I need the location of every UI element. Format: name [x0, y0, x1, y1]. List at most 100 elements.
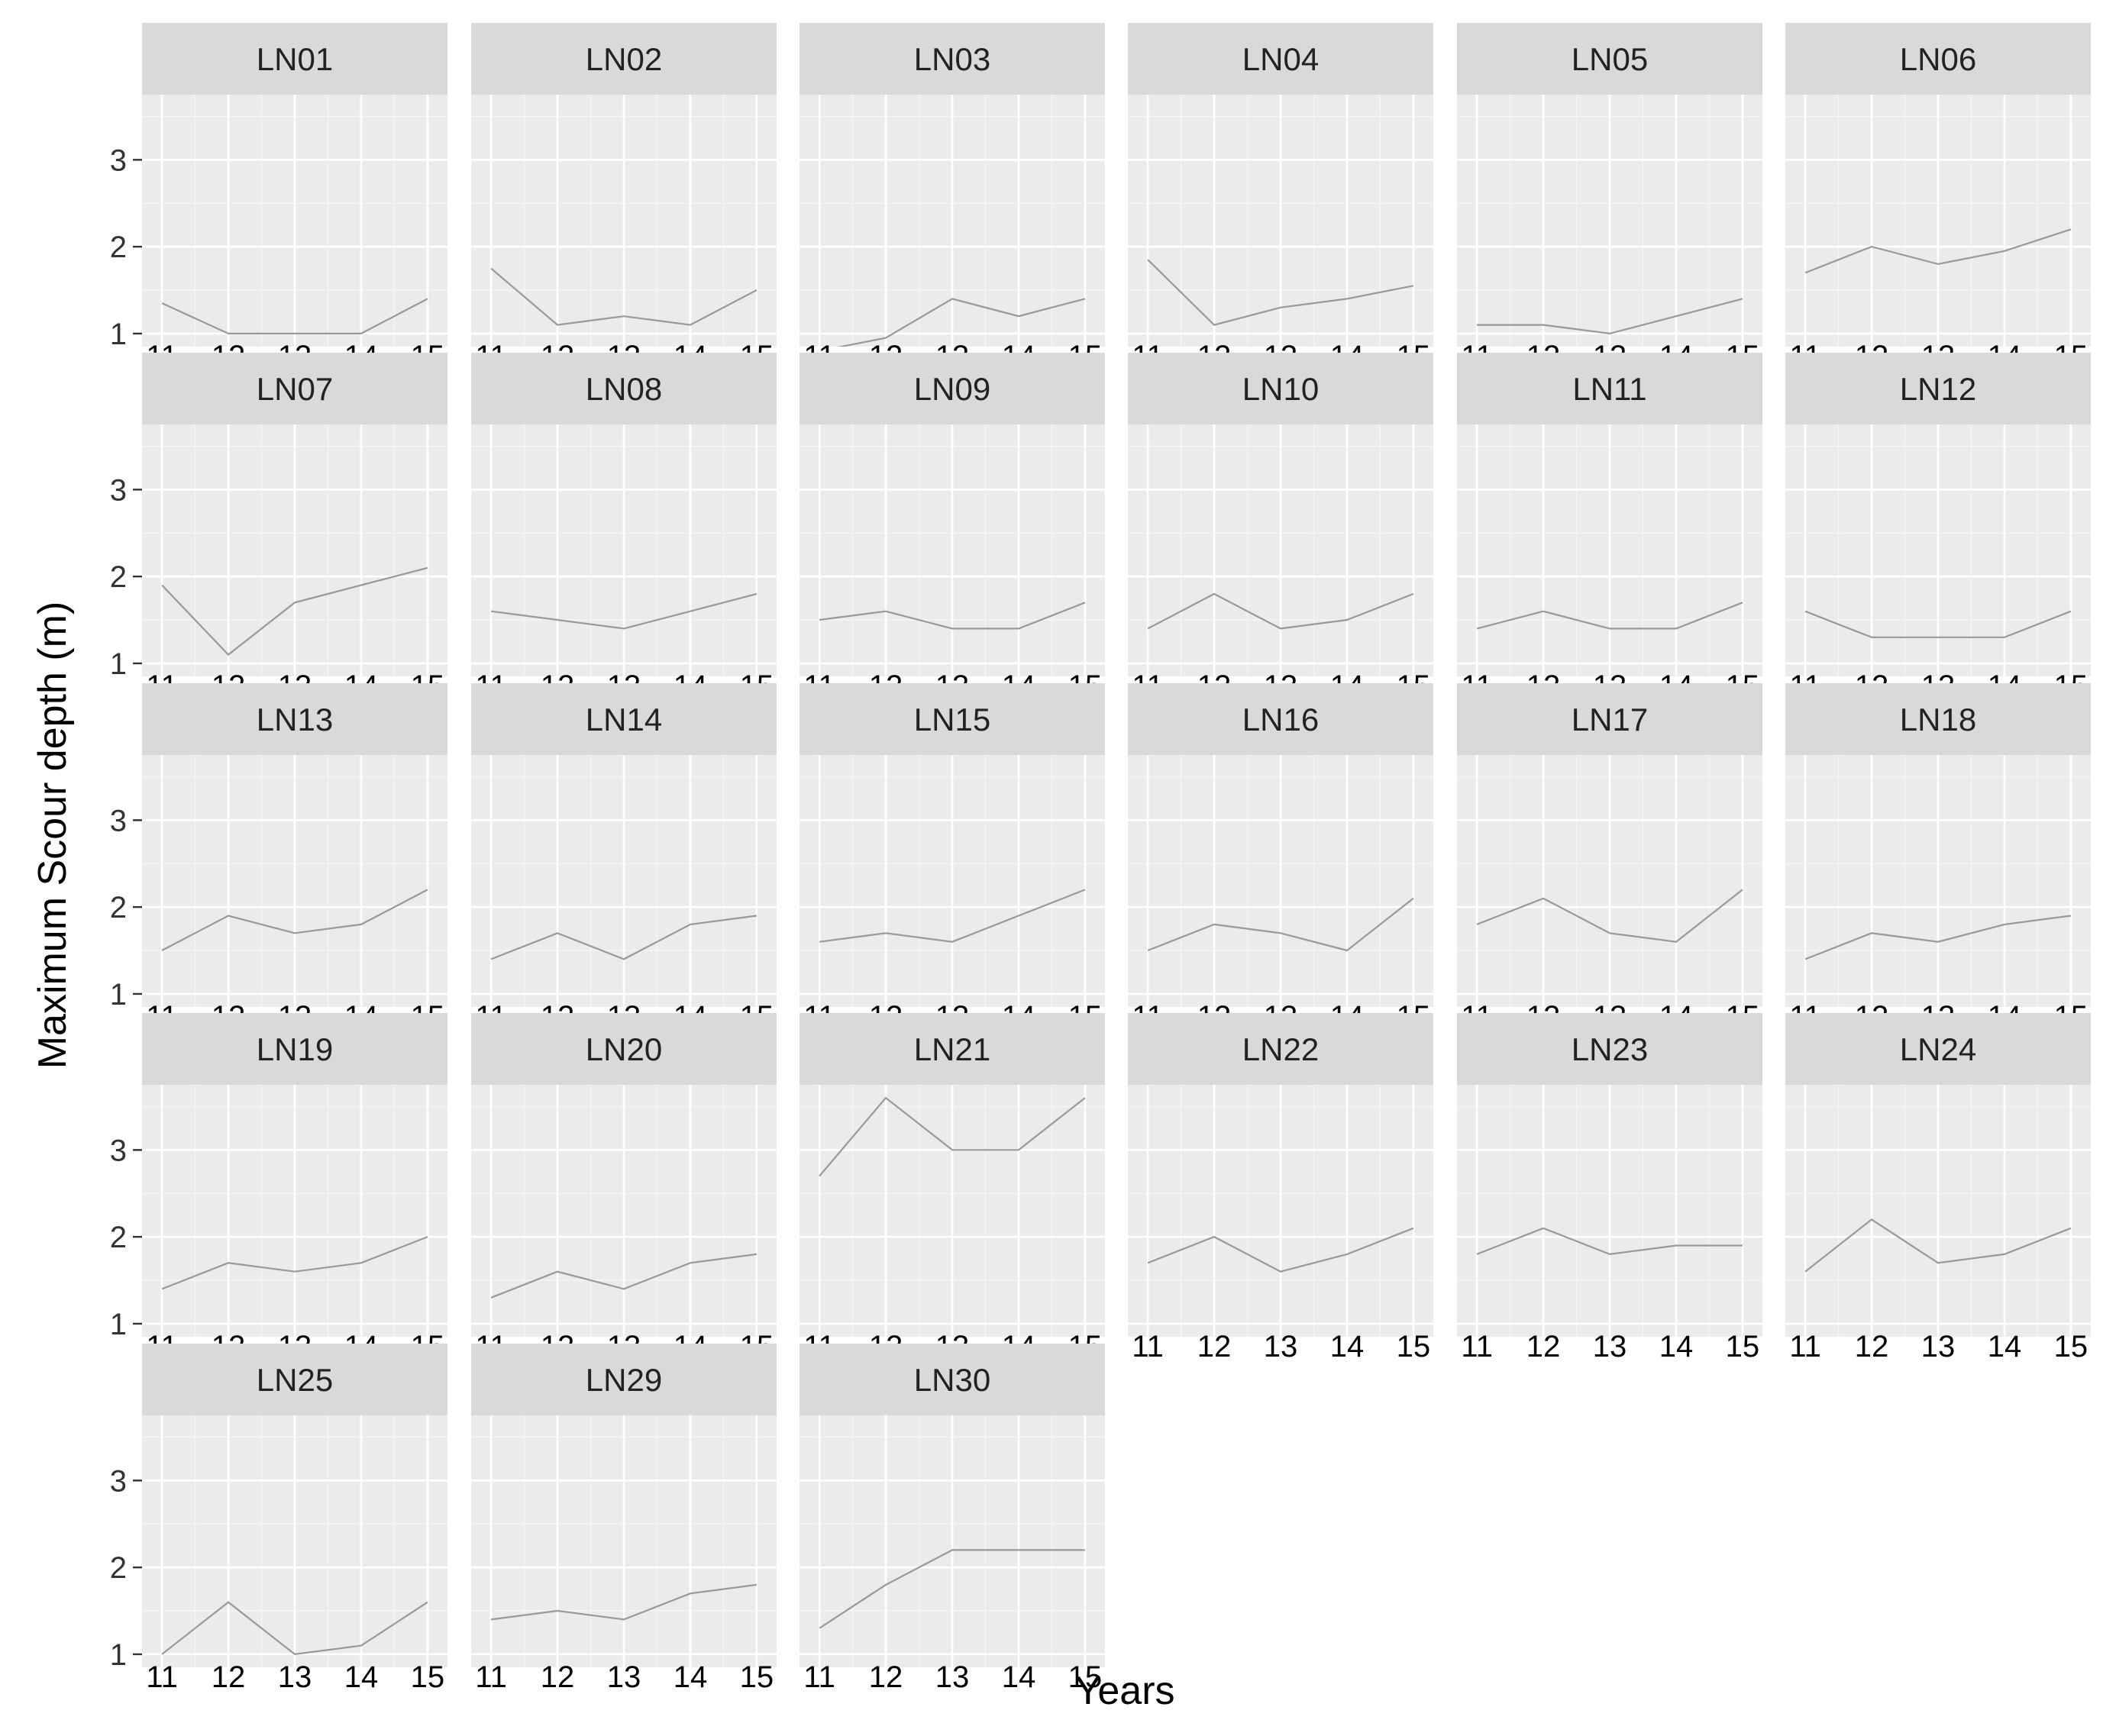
facet-strip-label: LN01	[257, 41, 333, 77]
facet-panel: LN041112131415	[1128, 23, 1433, 373]
facet-strip-label: LN12	[1900, 371, 1976, 407]
facet-panel: LN181112131415	[1785, 683, 2091, 1034]
series-line	[837, 298, 1086, 347]
facet-panel: LN081112131415	[471, 353, 777, 703]
facet-strip-label: LN17	[1572, 702, 1648, 737]
facet-strip	[1128, 353, 1433, 424]
facet-strip	[1457, 23, 1762, 95]
facet-strip	[800, 1013, 1105, 1085]
facet-strip-label: LN30	[914, 1362, 990, 1398]
facet-strip	[142, 23, 447, 95]
x-tick-label: 13	[935, 1660, 970, 1694]
series-line	[161, 1601, 428, 1656]
facet-strip	[1785, 1013, 2091, 1085]
x-tick-label: 12	[1197, 1330, 1232, 1363]
x-tick-label: 14	[1002, 1660, 1036, 1694]
y-tick-label: 2	[110, 560, 127, 594]
x-tick-label: 15	[1726, 1330, 1760, 1363]
series-line	[1477, 298, 1743, 335]
series-line	[1476, 889, 1743, 943]
facet-panel: LN121112131415	[1785, 353, 2091, 703]
facet-strip	[471, 1344, 777, 1415]
x-tick-label: 15	[1397, 1330, 1431, 1363]
facet-panel: LN24 11 12 13 14 15	[1785, 1013, 2091, 1363]
x-tick-label: 13	[1921, 1330, 1956, 1363]
facet-strip	[471, 683, 777, 755]
series-line	[819, 889, 1086, 943]
series-line	[161, 1236, 428, 1290]
facet-strip	[1785, 23, 2091, 95]
x-tick-label: 14	[1330, 1330, 1365, 1363]
facet-strip-label: LN05	[1572, 41, 1648, 77]
facet-panel: LN061112131415	[1785, 23, 2091, 373]
series-line	[819, 602, 1086, 630]
y-tick-label: 3	[110, 1134, 127, 1167]
x-tick-label: 12	[1526, 1330, 1561, 1363]
x-tick-label: 11	[1789, 1330, 1821, 1363]
x-tick-label: 12	[1855, 1330, 1889, 1363]
facet-panel: LN091112131415	[800, 353, 1105, 703]
facet-strip-label: LN22	[1242, 1031, 1319, 1067]
facet-strip	[1785, 683, 2091, 755]
series-line	[819, 1549, 1085, 1629]
facet-panel: LN141112131415	[471, 683, 777, 1034]
facet-strip	[1457, 1013, 1762, 1085]
facet-panel: LN131112131415123	[110, 683, 447, 1034]
x-tick-label: 15	[740, 1660, 774, 1694]
x-axis-title: Years	[1074, 1669, 1174, 1713]
series-line	[490, 1583, 758, 1621]
series-line	[161, 566, 428, 657]
facet-panel: LN151112131415	[800, 683, 1105, 1034]
facet-strip-label: LN15	[914, 702, 990, 737]
x-tick-label: 14	[1659, 1330, 1694, 1363]
series-line	[490, 915, 758, 960]
y-tick-label: 3	[110, 804, 127, 837]
y-tick-label: 2	[110, 231, 127, 264]
facet-strip-label: LN21	[914, 1031, 990, 1067]
series-line	[1476, 602, 1743, 630]
facet-panel: LN021112131415	[471, 23, 777, 373]
facet-strip	[800, 683, 1105, 755]
facet-strip-label: LN11	[1572, 371, 1646, 407]
facet-strip-label: LN25	[257, 1362, 333, 1398]
y-tick-label: 1	[110, 1308, 127, 1341]
series-line	[1476, 1227, 1743, 1256]
facet-strip-label: LN23	[1572, 1031, 1648, 1067]
y-tick-label: 1	[110, 978, 127, 1012]
facet-panel: LN101112131415	[1128, 353, 1433, 703]
facet-panel: LN23 11 12 13 14 15	[1457, 1013, 1762, 1363]
facet-strip-label: LN09	[914, 371, 990, 407]
facet-panel: LN29 11 12 13 14 15	[471, 1344, 777, 1694]
y-tick-label: 2	[110, 1551, 127, 1585]
y-tick-label: 3	[110, 144, 127, 177]
y-tick-label: 3	[110, 1464, 127, 1498]
x-tick-label: 11	[475, 1660, 507, 1694]
facet-strip	[471, 23, 777, 95]
facet-strip	[142, 1344, 447, 1415]
x-tick-label: 11	[803, 1660, 835, 1694]
facet-panel: LN051112131415	[1457, 23, 1762, 373]
facet-panel: LN201112131415	[471, 1013, 777, 1363]
series-line	[1804, 228, 2072, 274]
facet-strip	[471, 1013, 777, 1085]
facet-strip	[1128, 683, 1433, 755]
facet-strip	[142, 353, 447, 424]
series-line	[161, 298, 428, 334]
facet-strip	[800, 1344, 1105, 1415]
x-tick-label: 15	[2054, 1330, 2088, 1363]
x-tick-label: 15	[411, 1660, 445, 1694]
facet-strip	[800, 353, 1105, 424]
facet-strip-label: LN16	[1242, 702, 1319, 737]
x-tick-label: 13	[278, 1660, 312, 1694]
facet-panel: LN191112131415123	[110, 1013, 447, 1363]
series-line	[1804, 610, 2072, 638]
x-tick-label: 11	[1461, 1330, 1493, 1363]
facet-panel: LN161112131415	[1128, 683, 1433, 1034]
facet-strip-label: LN08	[586, 371, 662, 407]
facet-strip	[1457, 683, 1762, 755]
series-line	[1147, 259, 1414, 326]
y-tick-label: 1	[110, 647, 127, 681]
